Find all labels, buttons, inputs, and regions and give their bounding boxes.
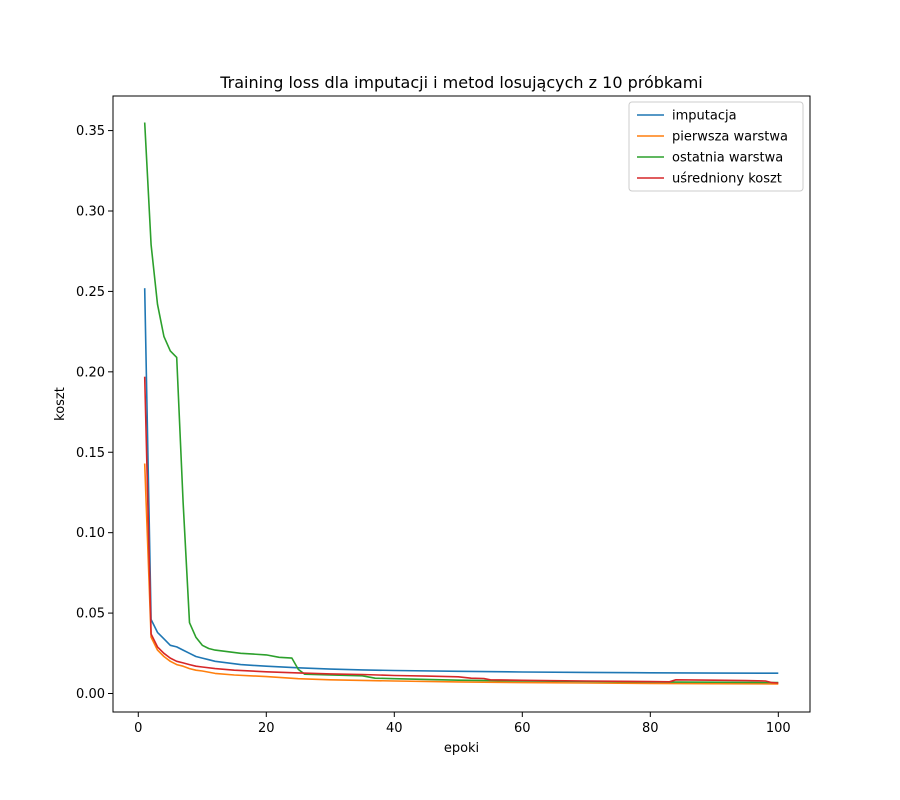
y-tick-label: 0.05	[76, 607, 105, 622]
x-tick-label: 100	[766, 721, 791, 736]
legend-label: uśredniony koszt	[672, 172, 782, 187]
x-axis-label: epoki	[444, 741, 479, 756]
series-line-pierwsza-warstwa	[143, 463, 779, 685]
x-tick-label: 40	[386, 721, 403, 736]
legend-label: imputacja	[672, 109, 737, 124]
series-line-ostatnia-warstwa	[143, 122, 779, 684]
x-tick-label: 60	[514, 721, 531, 736]
y-tick-label: 0.30	[76, 204, 105, 219]
series-line-uśredniony-koszt	[143, 376, 779, 684]
x-axis-ticks: 0 20 40 60 80 100	[134, 712, 791, 736]
legend: imputacja pierwsza warstwa ostatnia warstw…	[628, 101, 804, 192]
y-tick-label: 0.25	[76, 285, 105, 300]
y-tick-label: 0.00	[76, 687, 105, 702]
legend-label: pierwsza warstwa	[672, 130, 788, 145]
legend-label: ostatnia warstwa	[672, 151, 783, 166]
series-line-imputacja	[143, 288, 779, 675]
y-tick-label: 0.10	[76, 526, 105, 541]
x-tick-label: 20	[258, 721, 275, 736]
legend-box	[628, 101, 804, 192]
y-tick-label: 0.35	[76, 124, 105, 139]
y-axis-ticks: 0.00 0.05 0.10 0.15 0.20 0.25 0.30 0.35	[76, 124, 113, 702]
chart-title: Training loss dla imputacji i metod losu…	[219, 73, 702, 92]
x-tick-label: 80	[642, 721, 659, 736]
y-axis-label: koszt	[53, 387, 68, 421]
y-tick-label: 0.15	[76, 446, 105, 461]
x-tick-label: 0	[134, 721, 142, 736]
plot-area-frame	[112, 95, 811, 713]
series-lines	[143, 122, 779, 685]
y-tick-label: 0.20	[76, 365, 105, 380]
